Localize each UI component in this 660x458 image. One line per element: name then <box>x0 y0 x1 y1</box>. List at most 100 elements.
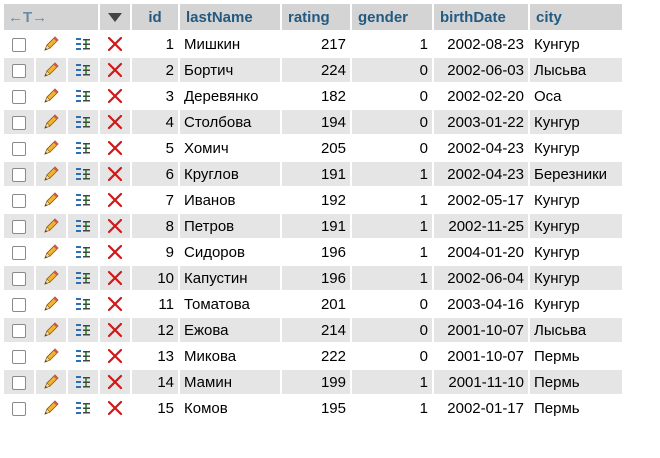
copy-row-icon[interactable] <box>74 373 92 391</box>
copy-row-icon[interactable] <box>74 217 92 235</box>
pencil-icon[interactable] <box>42 243 60 261</box>
row-select-cell[interactable] <box>4 266 34 290</box>
copy-row-cell[interactable] <box>68 162 98 186</box>
pencil-icon[interactable] <box>42 321 60 339</box>
copy-row-cell[interactable] <box>68 110 98 134</box>
delete-x-icon[interactable] <box>106 35 124 53</box>
delete-row-cell[interactable] <box>100 136 130 160</box>
delete-row-cell[interactable] <box>100 84 130 108</box>
copy-row-cell[interactable] <box>68 292 98 316</box>
copy-row-icon[interactable] <box>74 61 92 79</box>
edit-row-cell[interactable] <box>36 240 66 264</box>
edit-row-cell[interactable] <box>36 318 66 342</box>
delete-x-icon[interactable] <box>106 295 124 313</box>
chevron-down-icon[interactable] <box>108 13 122 23</box>
checkbox-icon[interactable] <box>12 141 26 156</box>
delete-row-cell[interactable] <box>100 32 130 56</box>
copy-row-cell[interactable] <box>68 58 98 82</box>
row-select-cell[interactable] <box>4 58 34 82</box>
row-select-cell[interactable] <box>4 84 34 108</box>
delete-x-icon[interactable] <box>106 269 124 287</box>
column-header-rating[interactable]: rating <box>282 4 350 30</box>
pencil-icon[interactable] <box>42 217 60 235</box>
edit-row-cell[interactable] <box>36 266 66 290</box>
column-header-city[interactable]: city <box>530 4 622 30</box>
edit-row-cell[interactable] <box>36 188 66 212</box>
checkbox-icon[interactable] <box>12 193 26 208</box>
delete-row-cell[interactable] <box>100 318 130 342</box>
pencil-icon[interactable] <box>42 399 60 417</box>
copy-row-icon[interactable] <box>74 165 92 183</box>
copy-row-cell[interactable] <box>68 344 98 368</box>
copy-row-cell[interactable] <box>68 396 98 420</box>
row-select-cell[interactable] <box>4 188 34 212</box>
row-select-cell[interactable] <box>4 318 34 342</box>
pencil-icon[interactable] <box>42 165 60 183</box>
pencil-icon[interactable] <box>42 269 60 287</box>
copy-row-cell[interactable] <box>68 32 98 56</box>
column-header-gender[interactable]: gender <box>352 4 432 30</box>
delete-x-icon[interactable] <box>106 113 124 131</box>
pencil-icon[interactable] <box>42 61 60 79</box>
checkbox-icon[interactable] <box>12 63 26 78</box>
copy-row-cell[interactable] <box>68 240 98 264</box>
delete-row-cell[interactable] <box>100 344 130 368</box>
delete-x-icon[interactable] <box>106 217 124 235</box>
copy-row-cell[interactable] <box>68 188 98 212</box>
row-select-cell[interactable] <box>4 32 34 56</box>
copy-row-icon[interactable] <box>74 269 92 287</box>
checkbox-icon[interactable] <box>12 89 26 104</box>
delete-x-icon[interactable] <box>106 87 124 105</box>
copy-row-cell[interactable] <box>68 318 98 342</box>
copy-row-icon[interactable] <box>74 35 92 53</box>
copy-row-icon[interactable] <box>74 347 92 365</box>
delete-x-icon[interactable] <box>106 191 124 209</box>
delete-row-cell[interactable] <box>100 240 130 264</box>
pencil-icon[interactable] <box>42 347 60 365</box>
delete-x-icon[interactable] <box>106 399 124 417</box>
copy-row-icon[interactable] <box>74 113 92 131</box>
row-select-cell[interactable] <box>4 370 34 394</box>
copy-row-icon[interactable] <box>74 191 92 209</box>
checkbox-icon[interactable] <box>12 401 26 416</box>
delete-x-icon[interactable] <box>106 61 124 79</box>
copy-row-icon[interactable] <box>74 243 92 261</box>
checkbox-icon[interactable] <box>12 271 26 286</box>
column-header-birthdate[interactable]: birthDate <box>434 4 528 30</box>
edit-row-cell[interactable] <box>36 84 66 108</box>
copy-row-cell[interactable] <box>68 266 98 290</box>
delete-row-cell[interactable] <box>100 162 130 186</box>
copy-row-icon[interactable] <box>74 399 92 417</box>
checkbox-icon[interactable] <box>12 167 26 182</box>
edit-row-cell[interactable] <box>36 110 66 134</box>
delete-x-icon[interactable] <box>106 321 124 339</box>
delete-row-cell[interactable] <box>100 396 130 420</box>
column-header-id[interactable]: id <box>132 4 178 30</box>
edit-row-cell[interactable] <box>36 370 66 394</box>
checkbox-icon[interactable] <box>12 37 26 52</box>
delete-row-cell[interactable] <box>100 292 130 316</box>
delete-row-cell[interactable] <box>100 370 130 394</box>
delete-x-icon[interactable] <box>106 139 124 157</box>
edit-row-cell[interactable] <box>36 396 66 420</box>
edit-row-cell[interactable] <box>36 32 66 56</box>
delete-x-icon[interactable] <box>106 347 124 365</box>
row-select-cell[interactable] <box>4 110 34 134</box>
delete-x-icon[interactable] <box>106 373 124 391</box>
copy-row-cell[interactable] <box>68 370 98 394</box>
column-header-lastname[interactable]: lastName <box>180 4 280 30</box>
column-nav-header[interactable]: ←T→ <box>4 4 98 30</box>
edit-row-cell[interactable] <box>36 292 66 316</box>
pencil-icon[interactable] <box>42 113 60 131</box>
pencil-icon[interactable] <box>42 373 60 391</box>
row-select-cell[interactable] <box>4 162 34 186</box>
row-select-cell[interactable] <box>4 214 34 238</box>
copy-row-icon[interactable] <box>74 87 92 105</box>
pencil-icon[interactable] <box>42 87 60 105</box>
row-select-cell[interactable] <box>4 396 34 420</box>
delete-row-cell[interactable] <box>100 266 130 290</box>
copy-row-cell[interactable] <box>68 214 98 238</box>
copy-row-cell[interactable] <box>68 84 98 108</box>
checkbox-icon[interactable] <box>12 219 26 234</box>
checkbox-icon[interactable] <box>12 115 26 130</box>
